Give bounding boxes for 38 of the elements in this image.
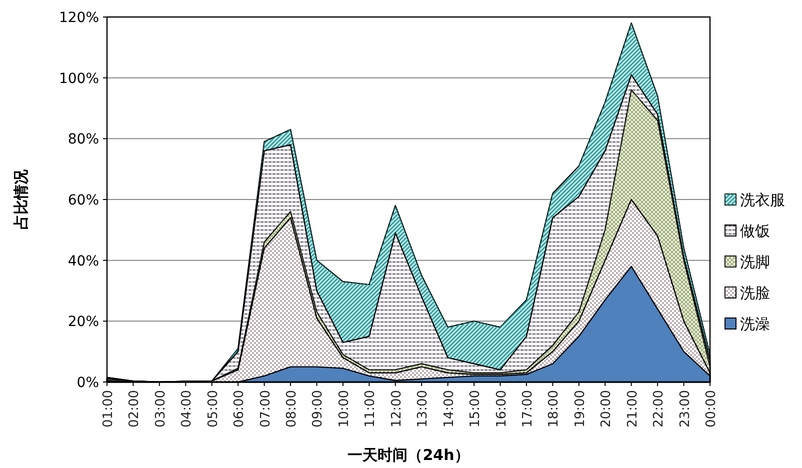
x-tick-label: 13:00 xyxy=(416,390,431,428)
y-tick-label: 100% xyxy=(58,70,99,87)
y-tick-label: 60% xyxy=(68,192,99,208)
x-tick-label: 00:00 xyxy=(704,390,719,428)
x-tick-label: 03:00 xyxy=(153,390,168,428)
x-tick-label: 20:00 xyxy=(599,390,614,428)
x-tick-label: 07:00 xyxy=(258,390,274,428)
y-tick-label: 20% xyxy=(68,314,99,330)
x-tick-label: 06:00 xyxy=(232,390,248,428)
x-tick-label: 05:00 xyxy=(206,390,221,428)
x-tick-label: 15:00 xyxy=(468,390,484,428)
legend-label: 洗脸 xyxy=(740,284,770,302)
x-tick-label: 08:00 xyxy=(284,390,300,428)
x-tick-label: 22:00 xyxy=(652,390,667,428)
x-tick-label: 23:00 xyxy=(678,390,693,428)
y-tick-label: 0% xyxy=(76,375,99,391)
x-tick-label: 18:00 xyxy=(546,390,562,428)
x-tick-label: 17:00 xyxy=(520,390,536,428)
legend-label: 洗衣服 xyxy=(740,191,785,209)
x-tick-label: 16:00 xyxy=(494,390,510,428)
y-tick-label: 40% xyxy=(68,253,99,270)
y-axis-title: 占比情况 xyxy=(12,168,30,230)
x-tick-label: 12:00 xyxy=(389,390,404,428)
x-tick-label: 01:00 xyxy=(101,390,116,428)
x-tick-label: 19:00 xyxy=(572,390,588,428)
legend-label: 洗澡 xyxy=(740,315,770,333)
x-tick-label: 09:00 xyxy=(310,390,326,428)
x-tick-label: 14:00 xyxy=(442,390,457,428)
y-tick-label: 120% xyxy=(58,10,99,26)
x-tick-label: 10:00 xyxy=(336,390,352,428)
x-tick-label: 04:00 xyxy=(180,390,195,428)
y-tick-label: 80% xyxy=(68,132,99,148)
x-tick-label: 02:00 xyxy=(127,390,142,428)
legend-label: 洗脚 xyxy=(740,253,770,271)
x-tick-label: 11:00 xyxy=(363,390,378,428)
x-axis-title: 一天时间（24h） xyxy=(348,446,470,464)
legend-label: 做饭 xyxy=(740,222,770,240)
x-tick-label: 21:00 xyxy=(625,390,640,428)
